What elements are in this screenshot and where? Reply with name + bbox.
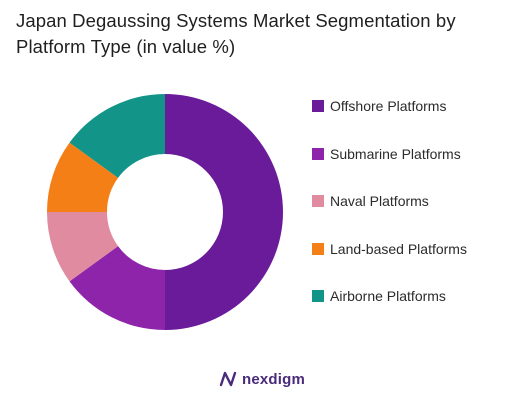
legend-swatch: [312, 147, 324, 160]
legend-label: Submarine Platforms: [330, 145, 461, 162]
legend-swatch: [312, 290, 324, 302]
legend-item: Land-based Platforms: [312, 237, 517, 261]
slice-naval-platforms: [47, 212, 119, 282]
legend-item: Submarine Platforms: [312, 142, 517, 166]
slice-land-based-platforms: [47, 142, 119, 212]
legend-item: Offshore Platforms: [312, 94, 517, 118]
slice-airborne-platforms: [69, 94, 165, 178]
legend-label: Naval Platforms: [330, 193, 429, 209]
slice-offshore-platforms: [165, 94, 283, 330]
legend-item: Naval Platforms: [312, 189, 517, 213]
slice-submarine-platforms: [69, 246, 165, 330]
legend-swatch: [312, 195, 324, 207]
chart-title: Japan Degaussing Systems Market Segmenta…: [16, 10, 456, 57]
legend-label: Airborne Platforms: [330, 288, 446, 304]
legend-swatch: [312, 100, 324, 112]
legend-swatch: [312, 242, 324, 255]
chart-legend: Offshore Platforms Submarine Platforms Nav…: [312, 94, 517, 332]
legend-label: Offshore Platforms: [330, 98, 447, 114]
brand-logo: nexdigm: [0, 370, 524, 388]
legend-item: Airborne Platforms: [312, 284, 517, 308]
nexdigm-logo-icon: [219, 371, 237, 387]
legend-label: Land-based Platforms: [330, 240, 467, 257]
brand-name: nexdigm: [241, 370, 306, 388]
